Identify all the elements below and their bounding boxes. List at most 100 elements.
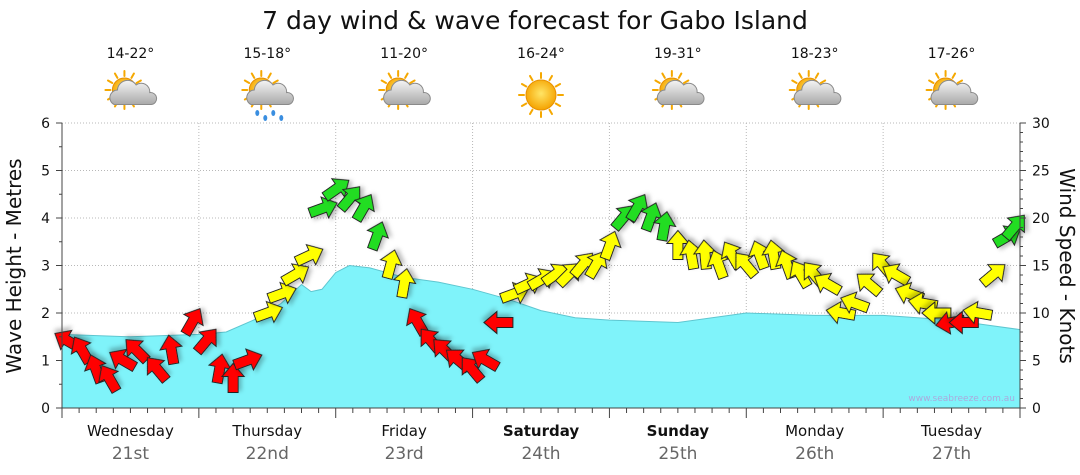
wind-arrow [825,300,857,325]
sun-ray [682,79,690,84]
wind-arrow [813,272,843,297]
sun-ray [387,72,393,79]
left-axis-tick-label: 2 [41,306,50,322]
temperature-range: 14-22° [107,46,155,62]
sun-ray [409,79,416,84]
wind-arrow [461,357,486,384]
day-header: 17-26° Tuesday 27th [920,46,982,464]
wind-arrow [98,364,122,394]
wind-arrow [392,267,417,299]
temperature-range: 11-20° [380,46,428,62]
day-date-label: 23rd [385,444,424,464]
wind-arrow [125,339,151,365]
left-axis-tick-label: 3 [41,259,50,275]
temperature-range: 16-24° [517,46,565,62]
rain-drop [279,115,284,121]
sun-ray [951,72,957,79]
left-axis-tick-label: 6 [41,116,50,132]
sun-ray [267,72,272,79]
wind-arrow [232,348,263,371]
sun-ray [791,79,798,84]
wind-arrow [735,252,760,280]
right-axis-tick-label: 0 [1032,401,1041,417]
wind-arrow [180,307,204,337]
wind-arrow [584,250,608,280]
sun-ray [272,79,279,84]
day-date-label: 27th [932,444,971,464]
wind-arrow [652,210,677,242]
partly-cloudy-icon [925,70,979,110]
cloud-shape [246,79,294,105]
day-header: 18-23° Monday 26th [785,46,844,464]
right-axis-tick-label: 30 [1032,116,1050,132]
wind-arrow [483,310,514,335]
right-axis-tick-label: 15 [1032,259,1050,275]
left-axis-tick-label: 0 [41,401,50,417]
sun-ray [250,72,256,79]
chart-title: 7 day wind & wave forecast for Gabo Isla… [262,6,808,35]
right-axis-title: Wind Speed - Knots [1055,168,1079,364]
day-header: 15-18° Thursday 22nd [231,46,302,464]
day-date-label: 21st [112,444,149,464]
partly-cloudy-icon [104,70,158,110]
sun-disc [525,79,557,111]
sun-ray [130,72,135,79]
day-name-label: Wednesday [87,422,174,440]
wind-arrow [978,264,1006,288]
wind-arrow [471,348,501,373]
wave-height-area [62,265,1020,408]
sun-ray [928,79,935,84]
sun-ray [135,79,142,84]
day-date-label: 26th [795,444,834,464]
wind-arrow [109,348,139,373]
sun-ray [554,83,562,88]
wind-arrow [921,300,952,326]
wind-arrow [307,196,338,219]
showers-icon [241,70,294,121]
wind-arrow [252,300,284,324]
day-name-label: Tuesday [920,422,982,440]
right-axis-tick-label: 25 [1032,164,1050,180]
sun-ray [106,79,114,84]
wind-arrow [293,243,324,267]
temperature-range: 19-31° [654,46,702,62]
temperature-range: 17-26° [928,46,976,62]
sunny-icon [518,72,564,118]
wind-arrow [192,328,217,356]
wind-arrow [351,193,375,223]
sun-ray [798,72,803,79]
wind-arrow [962,300,994,325]
sun-ray [380,79,388,84]
partly-cloudy-icon [651,70,705,110]
partly-cloudy-icon [788,70,842,110]
left-axis-tick-label: 1 [41,354,50,370]
sun-ray [529,74,534,82]
day-name-label: Monday [785,422,844,440]
wind-arrow [207,353,232,385]
cloud-shape [793,79,842,105]
wind-arrow [840,291,871,314]
day-name-label: Sunday [647,422,710,440]
sun-ray [113,72,119,79]
sun-ray [956,79,964,84]
day-headers: 14-22° Wednesday 21st 15-18° Thursday 22nd 11-… [87,46,982,464]
sun-ray [677,72,683,79]
left-axis-tick-label: 4 [41,211,50,227]
rain-drop [263,115,268,121]
right-axis-tick-label: 5 [1032,354,1041,370]
wind-arrow [221,362,246,393]
day-date-label: 25th [658,444,697,464]
wind-arrow [366,221,390,252]
sun-ray [520,83,528,88]
day-header: 16-24° Saturday 24th [503,46,580,464]
wind-arrow [625,193,649,223]
wind-arrow [679,239,703,271]
day-header: 19-31° Sunday 25th [647,46,710,464]
wind-arrow [159,334,183,366]
sun-ray [654,79,661,84]
day-date-label: 24th [521,444,560,464]
wind-arrow [1001,214,1025,242]
sun-ray [554,102,562,107]
right-axis-tick-label: 10 [1032,306,1050,322]
